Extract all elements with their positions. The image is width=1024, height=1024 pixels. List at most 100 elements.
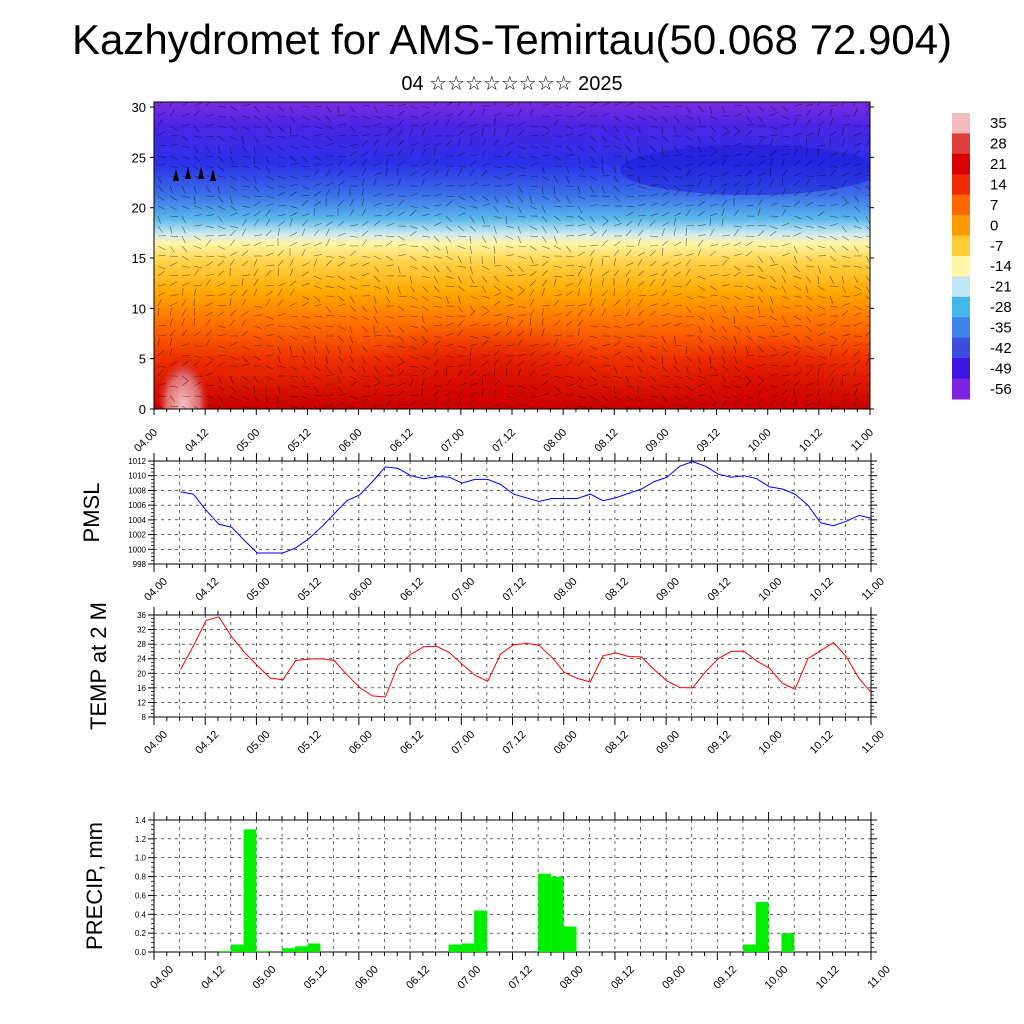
wind-barb	[361, 325, 368, 333]
wind-barb	[193, 284, 202, 287]
wind-barb	[361, 220, 369, 227]
wind-barb	[229, 225, 238, 229]
wind-barb	[553, 364, 562, 367]
wind-barb	[829, 108, 833, 117]
wind-barb	[757, 105, 765, 112]
wind-barb	[577, 375, 584, 383]
wind-barb	[805, 369, 812, 377]
wind-barb	[841, 138, 846, 147]
wind-barb	[589, 145, 596, 153]
wind-barb	[385, 158, 389, 167]
wind-barb	[781, 315, 787, 324]
wind-barb	[253, 135, 259, 143]
wind-barb	[697, 105, 704, 113]
wind-barb	[577, 124, 586, 127]
wind-barb	[625, 278, 630, 287]
wind-barb	[817, 193, 826, 197]
wind-barb	[649, 184, 658, 187]
wind-barb	[541, 260, 549, 267]
wind-barb	[745, 241, 753, 247]
wind-barb	[625, 298, 631, 307]
wind-barb	[229, 298, 232, 307]
wind-barb	[373, 285, 382, 290]
wind-barb	[373, 275, 380, 282]
wind-barb	[373, 235, 383, 237]
wind-barb	[457, 265, 466, 268]
wind-barb	[265, 203, 274, 207]
wind-barb	[517, 108, 522, 117]
wind-barb	[565, 255, 574, 258]
wind-barb	[433, 213, 442, 217]
wind-barb	[157, 145, 167, 147]
wind-barb	[481, 305, 489, 311]
wind-barb	[721, 355, 726, 364]
wind-barb	[313, 201, 321, 207]
wind-barb	[409, 335, 417, 341]
wind-barb	[745, 274, 754, 277]
wind-barb	[625, 229, 632, 237]
wind-barb	[265, 291, 273, 297]
wind-barb	[541, 255, 550, 259]
wind-barb	[733, 365, 740, 373]
wind-barb	[661, 365, 668, 373]
wind-barb	[769, 315, 777, 321]
wind-barb	[433, 169, 439, 177]
wind-barb	[373, 105, 379, 114]
wind-barb	[361, 168, 366, 177]
wind-barb	[169, 155, 178, 160]
wind-barb	[325, 255, 334, 258]
wind-barb	[373, 138, 379, 147]
wind-barb	[769, 385, 778, 388]
wind-barb	[445, 113, 454, 117]
wind-barb	[625, 385, 634, 388]
wind-barb	[817, 210, 825, 217]
wind-barb	[793, 295, 802, 298]
wind-barb	[601, 355, 610, 360]
wind-barb	[433, 324, 442, 327]
y-tick-label: 5	[139, 352, 146, 367]
wind-barb	[721, 218, 724, 227]
wind-barb	[181, 298, 187, 307]
wind-barb	[529, 134, 539, 137]
x-tick-label: 11.00	[860, 576, 887, 603]
wind-barb	[205, 235, 215, 237]
wind-barb	[721, 305, 727, 314]
wind-barb	[481, 128, 484, 137]
wind-barb	[505, 165, 514, 168]
wind-barb	[625, 145, 632, 153]
wind-barb	[217, 325, 226, 328]
wind-barb	[265, 165, 271, 173]
wind-flag	[198, 167, 204, 179]
wind-barb	[505, 344, 514, 347]
wind-barb	[865, 265, 870, 270]
wind-barb	[661, 221, 670, 227]
wind-barb	[853, 185, 862, 191]
precip-bar	[294, 946, 308, 952]
wind-barb	[253, 211, 261, 217]
wind-barb	[553, 105, 562, 108]
wind-barb	[649, 405, 652, 409]
wind-barb	[493, 388, 497, 397]
wind-barb	[745, 305, 755, 307]
wind-barb	[817, 204, 826, 207]
wind-barb	[457, 121, 466, 127]
y-tick-label: 20	[132, 201, 146, 216]
wind-barb	[697, 345, 704, 353]
wind-barb	[733, 229, 739, 237]
wind-barb	[361, 188, 364, 197]
wind-barb	[241, 405, 250, 409]
wind-barb	[181, 329, 188, 337]
wind-barb	[577, 304, 586, 307]
wind-barb	[673, 355, 677, 364]
wind-barb	[637, 395, 643, 403]
wind-barb	[241, 175, 249, 182]
wind-barb	[829, 348, 833, 357]
wind-barb	[541, 288, 545, 297]
wind-barb	[853, 293, 862, 297]
wind-barb	[505, 245, 514, 249]
wind-barb	[781, 145, 791, 147]
wind-barb	[157, 298, 162, 307]
wind-barb	[661, 323, 670, 327]
wind-barb	[601, 145, 611, 147]
wind-barb	[217, 215, 223, 223]
